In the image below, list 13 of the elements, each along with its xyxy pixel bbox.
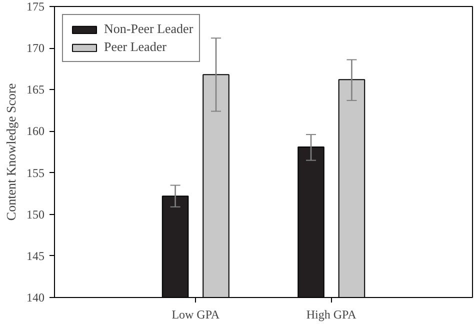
y-tick-label: 155 <box>26 166 44 180</box>
y-tick-label: 145 <box>26 248 44 263</box>
legend-label: Peer Leader <box>104 39 166 55</box>
y-tick-label: 140 <box>26 290 44 304</box>
legend-label: Non-Peer Leader <box>104 21 194 37</box>
y-tick-label: 160 <box>26 124 44 138</box>
y-tick-label: 170 <box>26 41 44 56</box>
y-axis-title: Content Knowledge Score <box>4 83 18 221</box>
y-tick-label: 165 <box>26 82 44 97</box>
x-tick-label: Low GPA <box>172 308 220 322</box>
y-tick-label: 150 <box>26 207 44 222</box>
x-tick-label: High GPA <box>306 308 357 322</box>
y-tick-label: 175 <box>26 0 44 14</box>
